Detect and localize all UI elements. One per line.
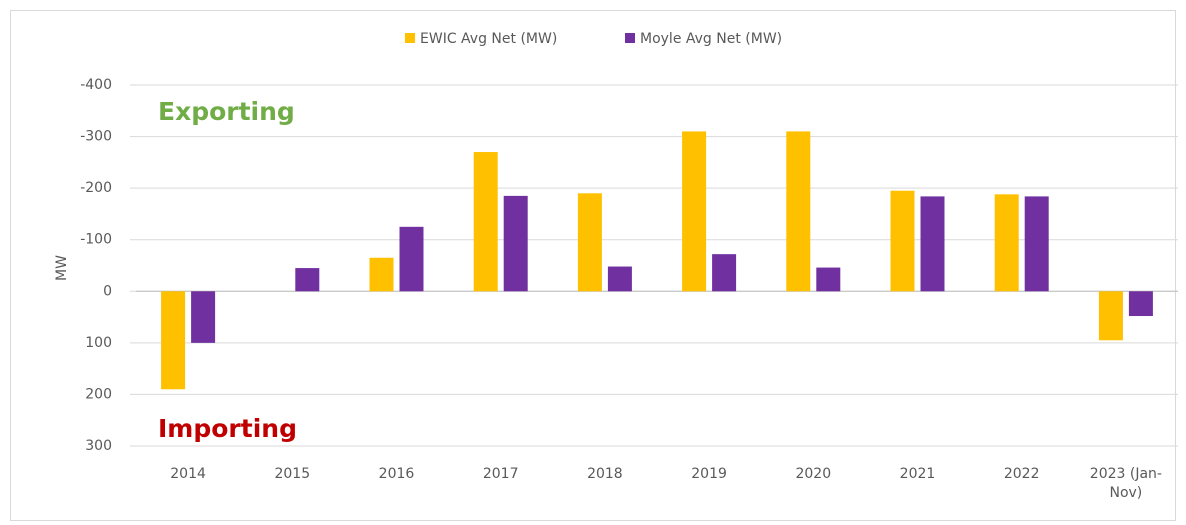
x-tick-label: 2014 [170,466,206,482]
bar [994,194,1019,292]
bar [191,291,216,343]
x-tick-label: 2021 [899,466,936,482]
y-tick-label: 300 [85,438,112,454]
bar [1024,196,1049,292]
bar [577,193,602,292]
y-tick-label: -200 [80,180,112,196]
legend-swatch [405,33,415,43]
legend-swatch [625,33,635,43]
bar [890,190,915,292]
y-tick-label: -300 [80,129,112,145]
y-tick-label: 200 [85,386,112,402]
bar [682,131,707,292]
y-axis-label: MW [54,255,70,281]
bar [1128,291,1153,317]
x-tick-label: 2020 [795,466,832,482]
x-tick-label: 2019 [691,466,727,482]
x-tick-label: 2023 (Jan-Nov) [1089,466,1162,501]
bar [161,291,186,390]
x-tick-label: 2017 [482,466,519,482]
legend-label: Moyle Avg Net (MW) [640,31,782,47]
annotation: Importing [158,414,297,443]
x-tick-label: 2018 [587,466,623,482]
x-tick-label: 2015 [274,466,311,482]
bar [503,195,528,292]
y-tick-label: 0 [103,283,112,299]
x-tick-label: 2022 [1003,466,1040,482]
bar [369,257,394,292]
legend-label: EWIC Avg Net (MW) [420,31,557,47]
bar [920,196,945,292]
bar [786,131,811,292]
bar [816,267,841,292]
bar [607,266,632,292]
bar [473,152,498,292]
y-tick-label: -100 [80,232,112,248]
x-tick-label: 2016 [378,466,415,482]
y-tick-label: 100 [85,335,112,351]
bar [295,268,320,292]
annotation: Exporting [158,97,295,126]
bar [399,226,424,292]
bar [1098,291,1123,341]
bar [712,254,737,292]
y-tick-label: -400 [80,77,112,93]
